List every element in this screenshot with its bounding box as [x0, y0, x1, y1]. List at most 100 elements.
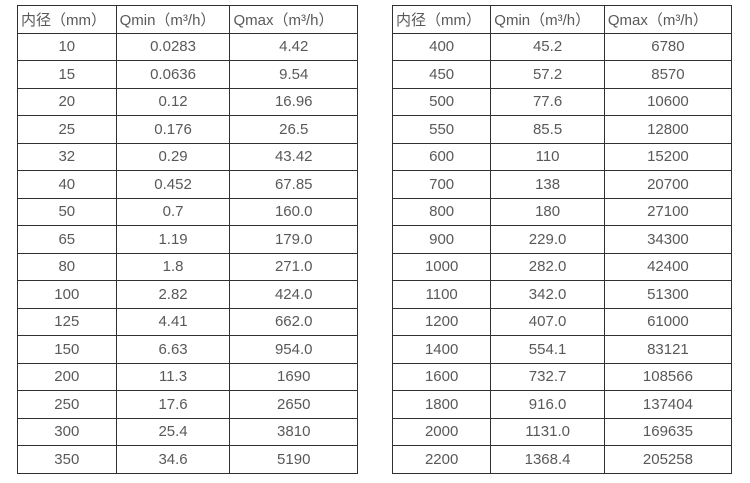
- table-cell: 125: [17, 307, 117, 336]
- table-cell: 0.0636: [115, 60, 231, 89]
- table-row: 15 0.0636 9.54: [17, 60, 358, 89]
- table-cell: 25: [17, 115, 117, 144]
- table-cell: 205258: [603, 445, 733, 474]
- table-cell: 350: [17, 445, 117, 474]
- table-cell: 800: [391, 197, 492, 226]
- table-cell: 100: [17, 280, 117, 309]
- table-cell: 67.85: [229, 170, 358, 199]
- table-row: 40 0.452 67.85: [17, 170, 358, 199]
- header-row: 内径（mm） Qmin（m³/h） Qmax（m³/h）: [17, 5, 358, 34]
- table-cell: 6780: [603, 32, 733, 61]
- table-cell: 732.7: [490, 362, 605, 391]
- table-cell: 20: [17, 87, 117, 116]
- table-cell: 1100: [391, 280, 492, 309]
- table-cell: 554.1: [490, 335, 605, 364]
- table-row: 800 180 27100: [391, 197, 733, 226]
- table-cell: 916.0: [490, 390, 605, 419]
- table-cell: 15: [17, 60, 117, 89]
- table-row: 400 45.2 6780: [391, 32, 733, 61]
- table-cell: 2200: [391, 445, 492, 474]
- table-cell: 1.8: [115, 252, 231, 281]
- header-row: 内径（mm） Qmin（m³/h） Qmax（m³/h）: [391, 5, 733, 34]
- table-row: 1400 554.1 83121: [391, 335, 733, 364]
- table-cell: 4.42: [229, 32, 358, 61]
- table-cell: 0.452: [115, 170, 231, 199]
- table-row: 1000 282.0 42400: [391, 252, 733, 281]
- table-cell: 8570: [603, 60, 733, 89]
- table-row: 80 1.8 271.0: [17, 252, 358, 281]
- table-cell: 1131.0: [490, 417, 605, 446]
- table-row: 150 6.63 954.0: [17, 335, 358, 364]
- header-cell: Qmax（m³/h）: [229, 5, 358, 34]
- table-cell: 15200: [603, 142, 733, 171]
- table-row: 450 57.2 8570: [391, 60, 733, 89]
- table-cell: 300: [17, 417, 117, 446]
- table-cell: 40: [17, 170, 117, 199]
- table-cell: 282.0: [490, 252, 605, 281]
- table-row: 1600 732.7 108566: [391, 362, 733, 391]
- table-cell: 4.41: [115, 307, 231, 336]
- table-cell: 61000: [603, 307, 733, 336]
- table-cell: 342.0: [490, 280, 605, 309]
- table-cell: 32: [17, 142, 117, 171]
- table-cell: 6.63: [115, 335, 231, 364]
- table-row: 2000 1131.0 169635: [391, 417, 733, 446]
- flow-spec-table-large-diameters: 内径（mm） Qmin（m³/h） Qmax（m³/h） 400 45.2 6780 450…: [391, 5, 733, 474]
- table-row: 1200 407.0 61000: [391, 307, 733, 336]
- table-cell: 108566: [603, 362, 733, 391]
- table-cell: 17.6: [115, 390, 231, 419]
- table-cell: 1690: [229, 362, 358, 391]
- table-cell: 16.96: [229, 87, 358, 116]
- table-row: 32 0.29 43.42: [17, 142, 358, 171]
- table-cell: 229.0: [490, 225, 605, 254]
- table-cell: 0.0283: [115, 32, 231, 61]
- table-cell: 51300: [603, 280, 733, 309]
- header-cell: 内径（mm）: [391, 5, 492, 34]
- table-row: 500 77.6 10600: [391, 87, 733, 116]
- header-cell: Qmin（m³/h）: [490, 5, 605, 34]
- table-row: 10 0.0283 4.42: [17, 32, 358, 61]
- table-row: 100 2.82 424.0: [17, 280, 358, 309]
- table-row: 65 1.19 179.0: [17, 225, 358, 254]
- table-cell: 2.82: [115, 280, 231, 309]
- table-cell: 200: [17, 362, 117, 391]
- table-cell: 25.4: [115, 417, 231, 446]
- table-cell: 83121: [603, 335, 733, 364]
- table-cell: 10600: [603, 87, 733, 116]
- table-cell: 2650: [229, 390, 358, 419]
- table-cell: 45.2: [490, 32, 605, 61]
- table-cell: 550: [391, 115, 492, 144]
- table-cell: 0.7: [115, 197, 231, 226]
- table-cell: 954.0: [229, 335, 358, 364]
- flow-spec-table-small-diameters: 内径（mm） Qmin（m³/h） Qmax（m³/h） 10 0.0283 4.42 15…: [17, 5, 358, 474]
- table-row: 50 0.7 160.0: [17, 197, 358, 226]
- table-cell: 407.0: [490, 307, 605, 336]
- table-cell: 0.176: [115, 115, 231, 144]
- table-cell: 1.19: [115, 225, 231, 254]
- table-row: 250 17.6 2650: [17, 390, 358, 419]
- table-cell: 137404: [603, 390, 733, 419]
- table-row: 700 138 20700: [391, 170, 733, 199]
- table-cell: 10: [17, 32, 117, 61]
- table-cell: 42400: [603, 252, 733, 281]
- table-cell: 1200: [391, 307, 492, 336]
- table-cell: 179.0: [229, 225, 358, 254]
- table-cell: 20700: [603, 170, 733, 199]
- table-cell: 160.0: [229, 197, 358, 226]
- table-cell: 3810: [229, 417, 358, 446]
- table-cell: 57.2: [490, 60, 605, 89]
- table-cell: 27100: [603, 197, 733, 226]
- table-row: 300 25.4 3810: [17, 417, 358, 446]
- table-row: 900 229.0 34300: [391, 225, 733, 254]
- table-cell: 9.54: [229, 60, 358, 89]
- table-cell: 271.0: [229, 252, 358, 281]
- table-cell: 34.6: [115, 445, 231, 474]
- table-cell: 12800: [603, 115, 733, 144]
- table-cell: 65: [17, 225, 117, 254]
- table-cell: 424.0: [229, 280, 358, 309]
- table-cell: 180: [490, 197, 605, 226]
- table-cell: 1400: [391, 335, 492, 364]
- table-row: 1100 342.0 51300: [391, 280, 733, 309]
- table-cell: 450: [391, 60, 492, 89]
